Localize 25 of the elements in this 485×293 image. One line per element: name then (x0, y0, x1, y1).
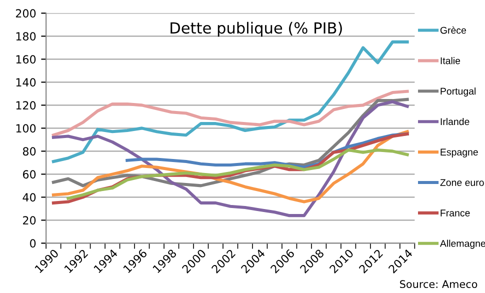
text: Dette publique (% PIB) (170, 22, 342, 37)
legend-label: Zone euro (440, 179, 484, 186)
line-series (66, 148, 409, 200)
source-note: Source: Ameco (400, 280, 478, 288)
y-tick-label: 20 (23, 216, 36, 225)
y-tick-label: 180 (16, 32, 36, 41)
legend-label: Allemagne (440, 240, 485, 249)
y-tick-label: 140 (16, 78, 36, 87)
y-tick-label: 40 (22, 193, 36, 202)
y-tick-label: 100 (16, 124, 36, 133)
legend-label: France (440, 210, 470, 216)
legend-label: Irlande (440, 118, 470, 126)
y-tick-label: 60 (22, 170, 36, 179)
line-series (52, 90, 409, 137)
legend-label: Grèce (440, 26, 466, 34)
line-series (52, 40, 409, 164)
y-tick-label: 0 (30, 239, 36, 248)
y-tick-label: 160 (16, 55, 36, 64)
legend-label: Espagne (440, 148, 478, 158)
legend-label: Portugal (440, 88, 476, 97)
y-tick-label: 200 (16, 9, 36, 18)
line-series (52, 100, 409, 218)
y-tick-label: 120 (16, 101, 36, 110)
legend-label: Italie (440, 57, 460, 64)
y-tick-label: 80 (22, 147, 36, 156)
